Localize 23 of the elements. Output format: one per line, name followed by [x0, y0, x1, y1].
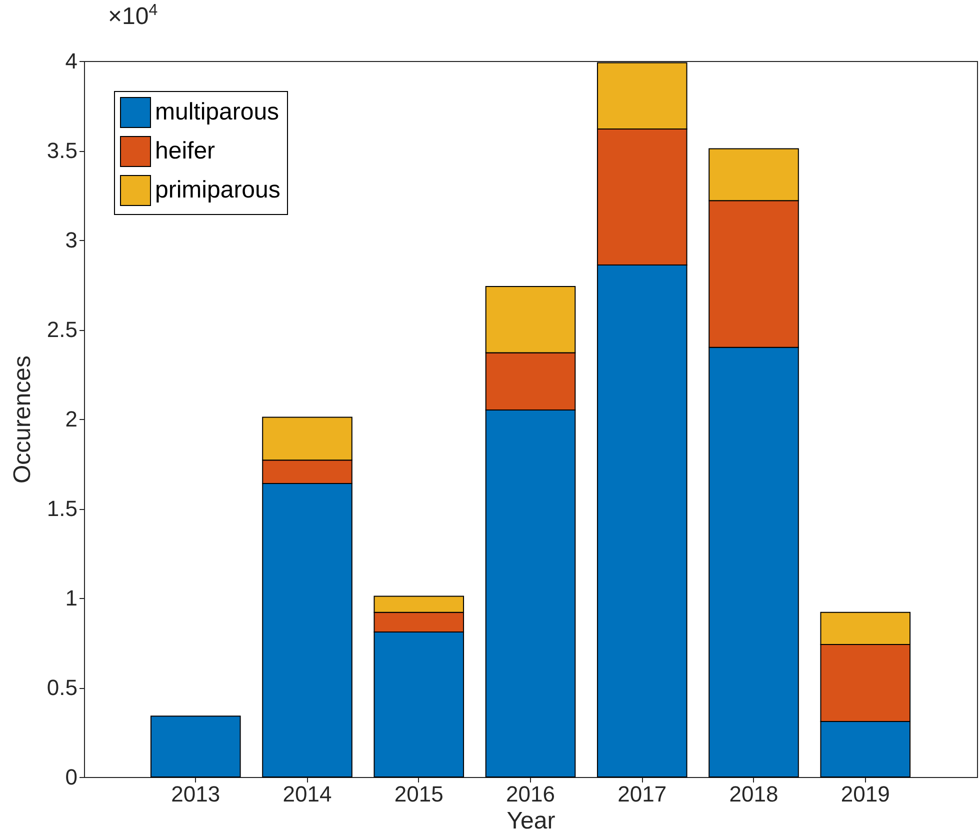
y-tick-label: 3 [65, 228, 78, 252]
x-tick-label: 2014 [282, 782, 332, 806]
y-tick-label: 0 [65, 764, 78, 790]
x-tick-label: 2017 [618, 782, 667, 806]
y-tick-label: 1 [65, 586, 78, 610]
y-tick-label: 2.5 [46, 317, 78, 342]
x-axis-title: Year [506, 808, 556, 834]
bar [150, 716, 241, 778]
legend-label: multiparous [155, 98, 280, 126]
y-axis-title: Occurences [8, 355, 36, 484]
x-tick-label: 2019 [840, 782, 890, 806]
text: ×10$^{4}$ [108, 2, 158, 31]
x-tick-label: 2016 [506, 782, 555, 806]
y-tick-label: 2 [65, 406, 78, 432]
x-tick-label: 2013 [171, 782, 220, 806]
y-tick-label: 4 [65, 48, 78, 74]
y-tick-label: 0.5 [46, 675, 78, 700]
y-tick-label: 1.5 [46, 496, 78, 521]
x-tick-label: 2015 [394, 782, 444, 806]
legend-label: heifer [155, 138, 216, 164]
y-tick-label: 3.5 [46, 138, 78, 163]
legend-label: primiparous [155, 176, 280, 204]
x-tick-label: 2018 [729, 782, 778, 806]
